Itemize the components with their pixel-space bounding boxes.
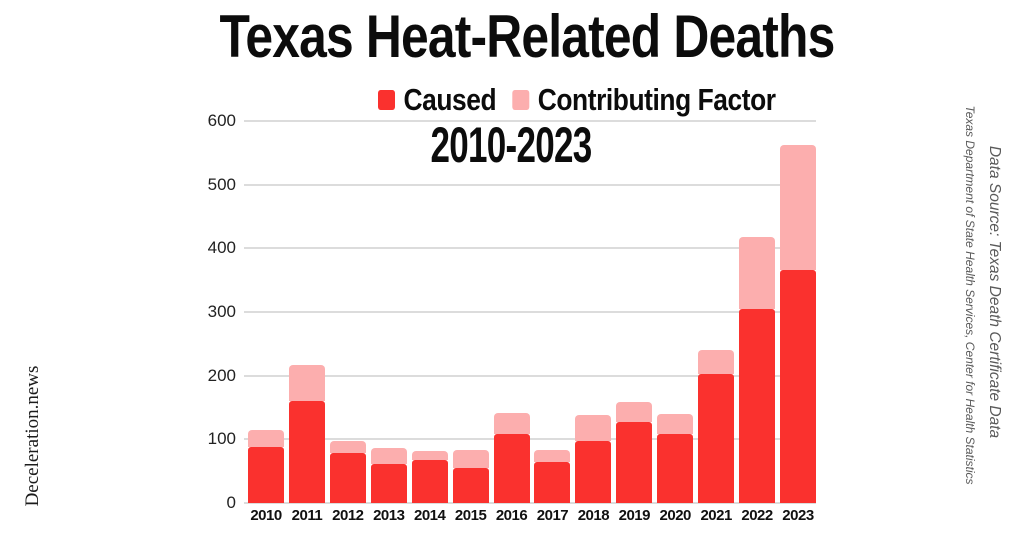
bar-segment-contributing-2017 — [534, 449, 571, 462]
bar-segment-contributing-2023 — [779, 144, 816, 270]
gridline-300 — [244, 311, 816, 313]
bar-2012 — [329, 440, 366, 503]
bar-segment-contributing-2018 — [575, 415, 612, 441]
page-title-wrap: Texas Heat-Related Deaths — [157, 6, 898, 68]
bar-segment-caused-2021 — [698, 373, 735, 503]
y-tick-label-400: 400 — [207, 238, 236, 258]
bar-2021 — [698, 349, 735, 503]
y-tick-label-100: 100 — [207, 429, 236, 449]
bar-segment-caused-2023 — [779, 269, 816, 503]
bar-segment-contributing-2020 — [657, 413, 694, 434]
bar-segment-caused-2018 — [575, 440, 612, 503]
bar-2011 — [288, 364, 325, 503]
legend-label-caused: Caused — [403, 82, 497, 117]
bars-layer — [248, 121, 816, 503]
gridline-100 — [244, 438, 816, 441]
x-tick-label-2014: 2014 — [414, 507, 446, 524]
bar-segment-caused-2014 — [411, 459, 448, 503]
y-tick-label-0: 0 — [226, 493, 236, 512]
x-tick-label-2015: 2015 — [454, 507, 487, 524]
legend-swatch-caused — [378, 89, 395, 110]
bar-2017 — [534, 449, 571, 503]
chart-subtitle-wrap: 2010-2023 — [396, 117, 626, 173]
legend-label-contributing: Contributing Factor — [537, 82, 776, 117]
bar-2016 — [493, 412, 530, 503]
bar-2019 — [616, 401, 653, 503]
bar-2022 — [739, 236, 776, 503]
x-tick-label-2020: 2020 — [659, 507, 692, 524]
x-tick-label-2013: 2013 — [373, 507, 405, 524]
gridline-0 — [244, 502, 816, 504]
bar-segment-contributing-2022 — [739, 236, 776, 309]
chart-legend: Caused Contributing Factor — [378, 84, 776, 115]
bar-segment-contributing-2013 — [370, 448, 407, 465]
bar-2015 — [452, 449, 489, 503]
x-tick-label-2018: 2018 — [577, 507, 610, 524]
legend-item-contributing: Contributing Factor — [512, 82, 776, 117]
bar-segment-contributing-2010 — [248, 429, 284, 447]
y-tick-label-200: 200 — [207, 365, 236, 385]
x-tick-label-2010: 2010 — [250, 507, 282, 524]
left-watermark: Deceleration.news — [22, 365, 43, 507]
bar-segment-caused-2020 — [657, 433, 694, 503]
bar-2014 — [411, 451, 448, 503]
bar-segment-contributing-2021 — [698, 349, 735, 374]
x-axis-labels: 2010 2011 2012 2013 2014 2015 2016 2017 2018 2019… — [248, 507, 816, 524]
x-tick-label-2016: 2016 — [495, 507, 528, 524]
legend-swatch-contributing — [512, 89, 530, 110]
bar-segment-contributing-2014 — [411, 451, 448, 460]
bar-segment-caused-2017 — [534, 461, 571, 503]
bar-segment-caused-2010 — [248, 446, 284, 503]
bar-segment-contributing-2012 — [329, 440, 366, 454]
plot-area — [244, 120, 816, 504]
bar-segment-caused-2011 — [288, 401, 325, 503]
bar-segment-caused-2013 — [370, 464, 407, 503]
bar-2020 — [657, 413, 694, 503]
bar-segment-caused-2016 — [493, 434, 530, 503]
bar-segment-contributing-2011 — [288, 364, 325, 402]
bar-2023 — [779, 144, 816, 503]
gridline-200 — [244, 374, 816, 377]
data-source-secondary: Texas Department of State Health Service… — [963, 105, 977, 485]
y-tick-label-500: 500 — [207, 174, 236, 194]
x-tick-label-2021: 2021 — [700, 507, 732, 524]
gridline-600 — [244, 120, 816, 122]
y-tick-label-600: 600 — [207, 111, 236, 130]
legend-item-caused: Caused — [378, 82, 497, 117]
bar-2013 — [370, 448, 407, 503]
chart-title: Texas Heat-Related Deaths — [219, 3, 836, 70]
bar-segment-caused-2012 — [329, 453, 366, 503]
bar-2010 — [248, 429, 284, 503]
bar-segment-contributing-2015 — [452, 449, 489, 468]
bar-segment-caused-2015 — [452, 467, 489, 503]
x-tick-label-2012: 2012 — [332, 507, 364, 524]
bar-2018 — [575, 415, 612, 503]
x-tick-label-2023: 2023 — [782, 507, 814, 524]
bar-segment-contributing-2019 — [616, 401, 653, 423]
bar-segment-caused-2022 — [739, 308, 776, 503]
y-tick-label-300: 300 — [207, 302, 236, 321]
x-tick-label-2022: 2022 — [741, 507, 773, 524]
x-tick-label-2017: 2017 — [536, 507, 569, 524]
data-source-primary: Data Source: Texas Death Certificate Dat… — [986, 145, 1003, 439]
x-tick-label-2019: 2019 — [618, 507, 651, 524]
y-axis-labels: 0 100 200 300 400 500 600 — [180, 111, 236, 512]
chart-subtitle: 2010-2023 — [430, 117, 592, 173]
bar-segment-caused-2019 — [616, 422, 653, 503]
x-tick-label-2011: 2011 — [291, 507, 323, 524]
gridline-400 — [244, 247, 816, 250]
bar-segment-contributing-2016 — [493, 412, 530, 435]
gridline-500 — [244, 183, 816, 186]
